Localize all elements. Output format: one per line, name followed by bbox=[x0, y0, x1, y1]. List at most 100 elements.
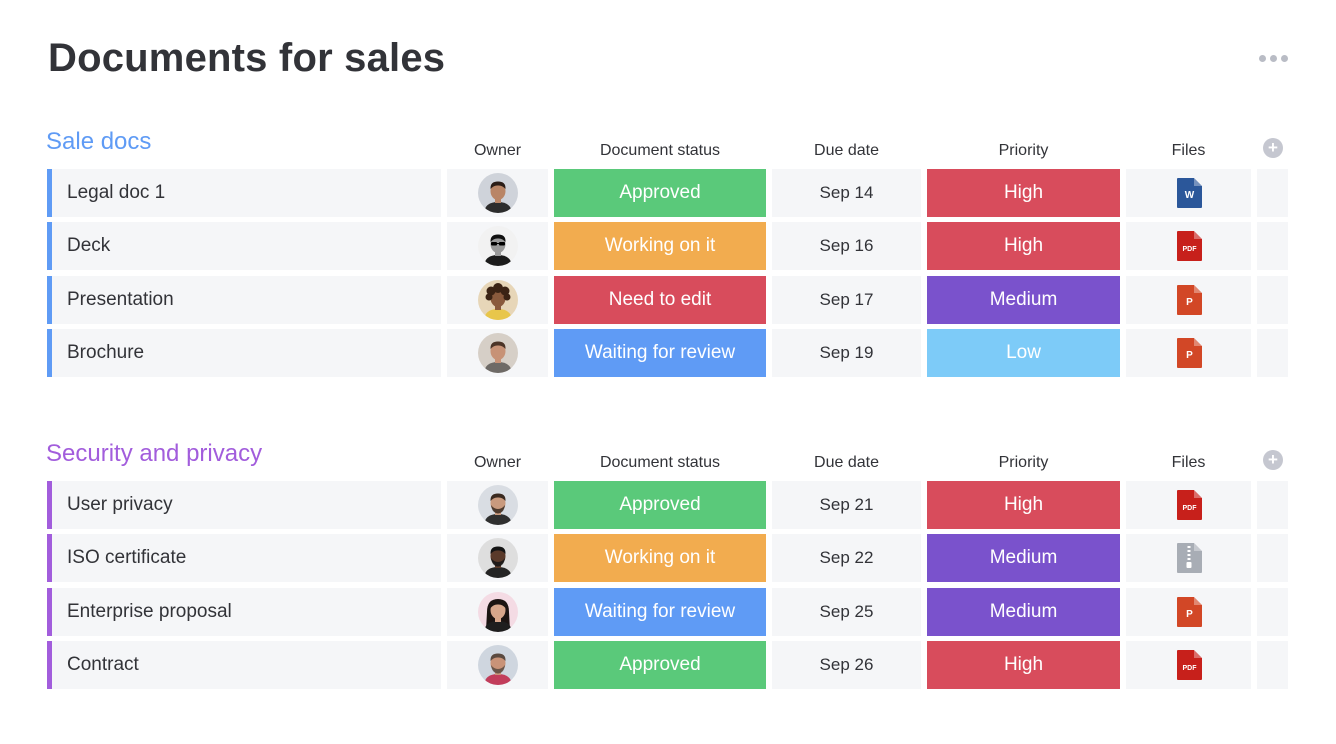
item-name-cell[interactable]: ISO certificate bbox=[47, 534, 441, 582]
status-badge[interactable]: Working on it bbox=[554, 222, 766, 270]
item-name-cell[interactable]: Contract bbox=[47, 641, 441, 689]
col-header-files: Files bbox=[1171, 142, 1206, 159]
item-name: Presentation bbox=[67, 289, 174, 310]
owner-cell bbox=[447, 329, 548, 377]
table-row: Deck Working on it Sep 16 High PDF bbox=[0, 222, 1336, 270]
zip-icon[interactable] bbox=[1175, 542, 1203, 574]
pdf-icon[interactable]: PDF bbox=[1175, 649, 1203, 681]
svg-text:PDF: PDF bbox=[1183, 246, 1198, 253]
col-header-owner: Owner bbox=[473, 142, 522, 159]
due-date-cell[interactable]: Sep 19 bbox=[772, 329, 921, 377]
status-badge[interactable]: Waiting for review bbox=[554, 588, 766, 636]
table-row: Brochure Waiting for review Sep 19 Low P bbox=[0, 329, 1336, 377]
owner-cell bbox=[447, 222, 548, 270]
owner-cell bbox=[447, 588, 548, 636]
svg-text:P: P bbox=[1186, 609, 1193, 620]
pdf-icon[interactable]: PDF bbox=[1175, 230, 1203, 262]
word-doc-icon[interactable]: W bbox=[1175, 177, 1203, 209]
more-options-button[interactable] bbox=[1254, 50, 1292, 66]
files-cell: PDF bbox=[1126, 641, 1251, 689]
status-badge[interactable]: Working on it bbox=[554, 534, 766, 582]
svg-text:P: P bbox=[1186, 297, 1193, 308]
add-column-plus-icon[interactable]: + bbox=[1263, 138, 1283, 158]
empty-extra-cell bbox=[1257, 276, 1288, 324]
item-name-cell[interactable]: Enterprise proposal bbox=[47, 588, 441, 636]
item-name-cell[interactable]: Legal doc 1 bbox=[47, 169, 441, 217]
priority-badge[interactable]: Low bbox=[927, 329, 1120, 377]
files-cell: PDF bbox=[1126, 481, 1251, 529]
status-badge[interactable]: Need to edit bbox=[554, 276, 766, 324]
col-header-priority: Priority bbox=[998, 142, 1049, 159]
item-name-cell[interactable]: Brochure bbox=[47, 329, 441, 377]
avatar[interactable] bbox=[478, 485, 518, 525]
due-date-cell[interactable]: Sep 22 bbox=[772, 534, 921, 582]
col-header-due-date: Due date bbox=[814, 142, 879, 159]
empty-extra-cell bbox=[1257, 534, 1288, 582]
due-date-cell[interactable]: Sep 21 bbox=[772, 481, 921, 529]
status-badge[interactable]: Waiting for review bbox=[554, 329, 766, 377]
due-date-cell[interactable]: Sep 25 bbox=[772, 588, 921, 636]
col-header-files: Files bbox=[1171, 454, 1206, 471]
table-row: Contract Approved Sep 26 High PDF bbox=[0, 641, 1336, 689]
group-title[interactable]: Sale docs bbox=[46, 128, 152, 155]
owner-cell bbox=[447, 276, 548, 324]
priority-badge[interactable]: Medium bbox=[927, 534, 1120, 582]
priority-badge[interactable]: High bbox=[927, 641, 1120, 689]
priority-badge[interactable]: High bbox=[927, 169, 1120, 217]
avatar[interactable] bbox=[478, 333, 518, 373]
avatar[interactable] bbox=[478, 592, 518, 632]
item-name: Enterprise proposal bbox=[67, 601, 232, 622]
due-date-cell[interactable]: Sep 17 bbox=[772, 276, 921, 324]
add-column-plus-icon[interactable]: + bbox=[1263, 450, 1283, 470]
due-date-cell[interactable]: Sep 14 bbox=[772, 169, 921, 217]
files-cell: P bbox=[1126, 329, 1251, 377]
owner-cell bbox=[447, 169, 548, 217]
powerpoint-icon[interactable]: P bbox=[1175, 337, 1203, 369]
priority-badge[interactable]: Medium bbox=[927, 276, 1120, 324]
page-title: Documents for sales bbox=[48, 36, 446, 80]
item-name-cell[interactable]: User privacy bbox=[47, 481, 441, 529]
avatar[interactable] bbox=[478, 538, 518, 578]
due-date-cell[interactable]: Sep 16 bbox=[772, 222, 921, 270]
item-name: Brochure bbox=[67, 342, 145, 363]
table-row: Enterprise proposal Waiting for review Sep… bbox=[0, 588, 1336, 636]
item-name-cell[interactable]: Presentation bbox=[47, 276, 441, 324]
priority-badge[interactable]: Medium bbox=[927, 588, 1120, 636]
item-name: Legal doc 1 bbox=[67, 182, 166, 203]
svg-text:W: W bbox=[1185, 190, 1195, 201]
files-cell: PDF bbox=[1126, 222, 1251, 270]
item-name: ISO certificate bbox=[67, 547, 187, 568]
col-header-priority: Priority bbox=[998, 454, 1049, 471]
item-name: User privacy bbox=[67, 494, 173, 515]
item-name: Contract bbox=[67, 654, 139, 675]
priority-badge[interactable]: High bbox=[927, 222, 1120, 270]
files-cell bbox=[1126, 534, 1251, 582]
avatar[interactable] bbox=[478, 226, 518, 266]
col-header-owner: Owner bbox=[473, 454, 522, 471]
more-dot-icon bbox=[1258, 54, 1266, 62]
item-name-cell[interactable]: Deck bbox=[47, 222, 441, 270]
avatar[interactable] bbox=[478, 173, 518, 213]
pdf-icon[interactable]: PDF bbox=[1175, 489, 1203, 521]
priority-badge[interactable]: High bbox=[927, 481, 1120, 529]
status-badge[interactable]: Approved bbox=[554, 169, 766, 217]
group-title[interactable]: Security and privacy bbox=[46, 440, 263, 467]
avatar[interactable] bbox=[478, 280, 518, 320]
powerpoint-icon[interactable]: P bbox=[1175, 284, 1203, 316]
files-cell: P bbox=[1126, 588, 1251, 636]
owner-cell bbox=[447, 641, 548, 689]
table-row: Legal doc 1 Approved Sep 14 High W bbox=[0, 169, 1336, 217]
svg-text:PDF: PDF bbox=[1183, 665, 1198, 672]
svg-text:P: P bbox=[1186, 350, 1193, 361]
due-date-cell[interactable]: Sep 26 bbox=[772, 641, 921, 689]
empty-extra-cell bbox=[1257, 481, 1288, 529]
col-header-status: Document status bbox=[599, 454, 721, 471]
status-badge[interactable]: Approved bbox=[554, 481, 766, 529]
files-cell: P bbox=[1126, 276, 1251, 324]
item-name: Deck bbox=[67, 235, 111, 256]
avatar[interactable] bbox=[478, 645, 518, 685]
files-cell: W bbox=[1126, 169, 1251, 217]
status-badge[interactable]: Approved bbox=[554, 641, 766, 689]
table-row: ISO certificate Working on it Sep 22 Medium bbox=[0, 534, 1336, 582]
powerpoint-icon[interactable]: P bbox=[1175, 596, 1203, 628]
